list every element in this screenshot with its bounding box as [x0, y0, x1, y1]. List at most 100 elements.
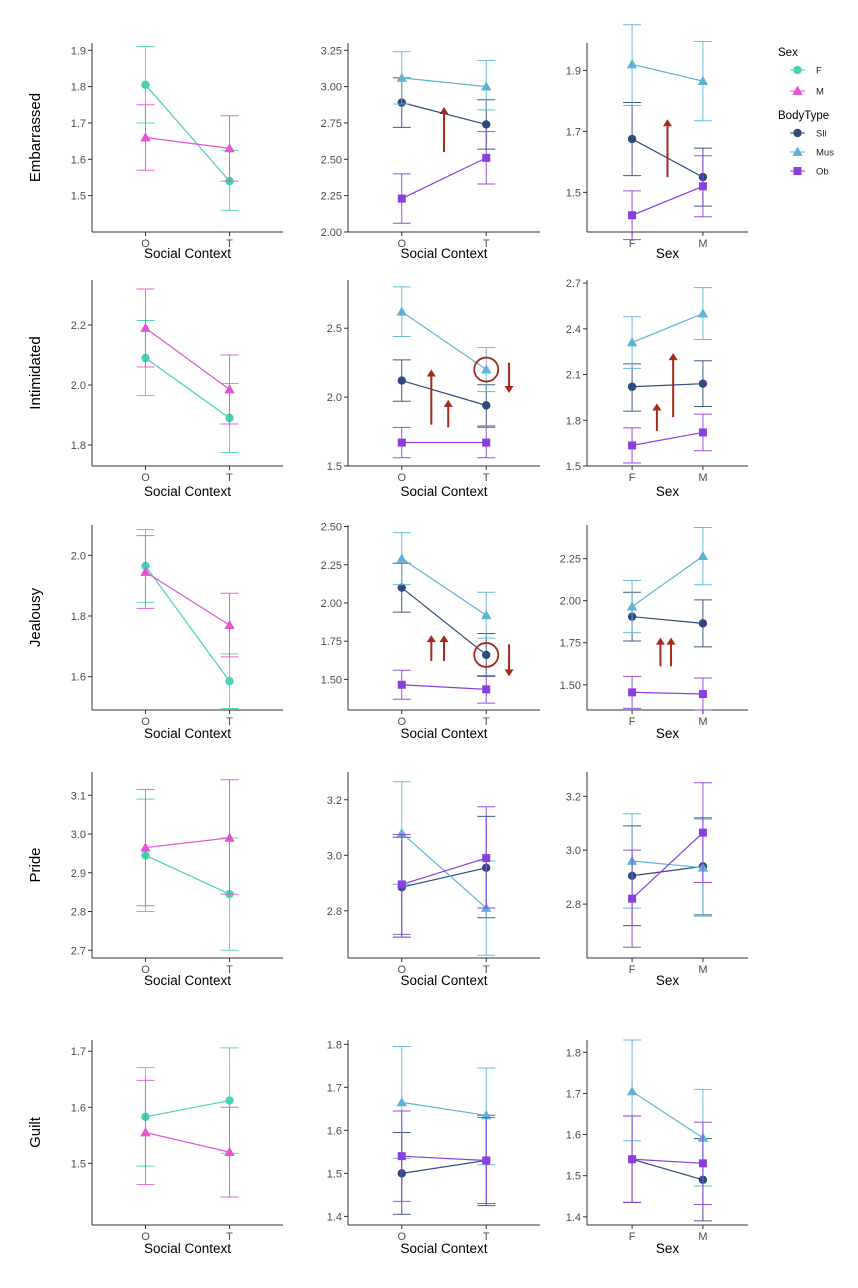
series-line — [401, 857, 487, 886]
y-tick-label: 1.75 — [560, 638, 581, 650]
series-Ob — [623, 782, 712, 948]
legend-label: Sli — [816, 129, 827, 140]
x-tick-label: F — [629, 1231, 636, 1243]
data-point — [698, 619, 708, 628]
data-point — [397, 583, 406, 592]
series-line — [401, 587, 487, 656]
y-tick-label: 2.7 — [566, 278, 581, 290]
data-point — [396, 1097, 407, 1107]
data-point — [225, 676, 234, 686]
series-line — [401, 867, 487, 888]
y-tick-label: 1.50 — [321, 674, 342, 686]
x-axis-title: Social Context — [144, 1241, 231, 1256]
y-tick-label: 1.4 — [566, 1212, 581, 1224]
data-point — [481, 610, 492, 620]
series-Sli — [623, 1115, 712, 1222]
data-point — [698, 828, 707, 837]
series-line — [631, 431, 704, 447]
series-F — [136, 798, 239, 951]
y-tick-label: 1.5 — [566, 461, 581, 473]
y-tick-label: 2.0 — [327, 392, 342, 404]
panel-3-2: 2.8 3.0 3.2 F M Sex — [566, 772, 748, 988]
x-tick-label: T — [483, 716, 490, 728]
series-Sli — [623, 591, 712, 648]
series-F — [136, 529, 239, 709]
series-line — [401, 832, 487, 909]
series-line — [145, 357, 230, 419]
x-axis-title: Social Context — [144, 726, 231, 741]
x-axis-title: Sex — [656, 726, 680, 741]
series-M — [136, 104, 239, 182]
x-tick-label: O — [141, 1231, 150, 1243]
data-point — [482, 153, 491, 162]
series-line — [631, 1158, 704, 1181]
data-point — [482, 1156, 491, 1165]
series-line — [145, 1099, 230, 1118]
series-Ob — [392, 131, 496, 224]
legend: Sex FM BodyType Sli Mus Ob — [778, 47, 834, 178]
data-point — [397, 680, 406, 689]
x-tick-label: O — [397, 238, 406, 250]
series-Ob — [623, 413, 712, 464]
series-Sli — [392, 359, 496, 427]
series-line — [401, 311, 487, 371]
series-line — [401, 558, 487, 616]
y-tick-label: 3.0 — [327, 850, 342, 862]
series-Mus — [623, 1039, 712, 1187]
x-tick-label: M — [698, 964, 707, 976]
series-line — [145, 1131, 230, 1153]
data-point — [698, 690, 707, 699]
row-label: Embarrassed — [27, 93, 44, 182]
series-Ob — [623, 675, 712, 711]
annotation-arrow-head — [504, 669, 514, 677]
data-point — [628, 688, 637, 697]
legend-label: Ob — [816, 167, 829, 178]
x-tick-label: T — [226, 238, 233, 250]
series-line — [631, 63, 704, 82]
data-point — [628, 894, 637, 903]
panel-4-2: 1.4 1.5 1.6 1.7 1.8 F M Sex — [566, 1039, 748, 1256]
data-point — [626, 601, 638, 611]
y-tick-label: 2.4 — [566, 324, 581, 336]
data-point — [628, 1155, 637, 1164]
series-line — [631, 312, 704, 344]
series-Ob — [392, 426, 496, 459]
series-Mus — [392, 781, 496, 956]
data-point — [397, 376, 406, 385]
series-line — [401, 380, 487, 406]
x-tick-label: T — [483, 472, 490, 484]
series-Ob — [623, 1115, 712, 1205]
y-tick-label: 2.00 — [321, 227, 342, 239]
y-tick-label: 1.5 — [566, 1171, 581, 1183]
annotation-arrow-head — [426, 635, 436, 643]
legend-title-bodytype: BodyType — [778, 110, 829, 122]
data-point — [224, 143, 235, 153]
data-point — [697, 308, 709, 318]
series-line — [401, 77, 487, 88]
y-tick-label: 1.8 — [71, 440, 86, 452]
x-tick-label: T — [226, 1231, 233, 1243]
y-tick-label: 3.2 — [566, 791, 581, 803]
annotation-arrow-head — [426, 369, 436, 377]
data-point — [397, 1152, 406, 1161]
series-line — [401, 157, 487, 200]
series-Mus — [392, 532, 496, 639]
y-tick-label: 1.7 — [566, 1088, 581, 1100]
y-tick-label: 1.5 — [327, 1168, 342, 1180]
y-tick-label: 3.0 — [71, 829, 86, 841]
series-Mus — [392, 51, 496, 111]
y-tick-label: 1.5 — [71, 1158, 86, 1170]
x-tick-label: F — [629, 716, 636, 728]
series-Mus — [392, 286, 496, 393]
annotation-circle — [473, 356, 500, 383]
y-tick-label: 2.2 — [71, 320, 86, 332]
y-tick-label: 3.25 — [321, 45, 342, 57]
y-tick-label: 2.0 — [71, 550, 86, 562]
y-tick-label: 2.25 — [321, 560, 342, 572]
y-tick-label: 1.6 — [71, 154, 86, 166]
